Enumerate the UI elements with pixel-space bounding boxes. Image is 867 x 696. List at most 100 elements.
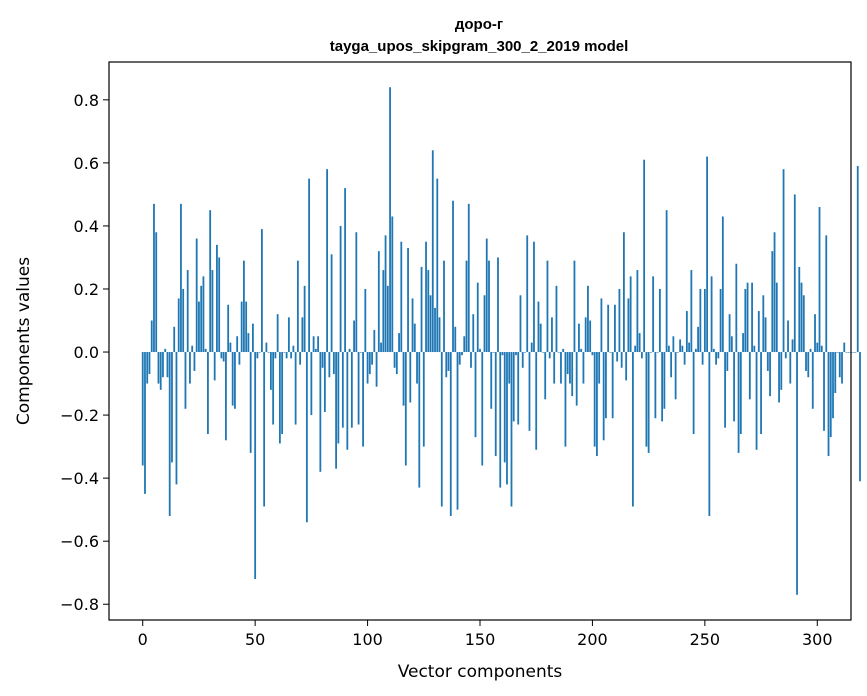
bar-91 — [346, 352, 349, 450]
bar-159 — [499, 352, 502, 488]
bar-247 — [697, 326, 699, 353]
y-tick-label: 0.8 — [74, 91, 99, 110]
bar-316 — [852, 352, 855, 353]
bar-282 — [775, 282, 778, 353]
bar-180 — [546, 260, 549, 353]
bar-114 — [398, 333, 400, 353]
bar-263 — [733, 352, 735, 422]
bar-314 — [847, 352, 850, 353]
bar-156 — [492, 352, 495, 353]
bar-27 — [202, 276, 205, 353]
bar-57 — [269, 352, 272, 390]
bar-103 — [373, 329, 376, 353]
bar-135 — [445, 352, 448, 378]
bar-312 — [843, 342, 846, 353]
x-tick-label: 200 — [577, 630, 608, 649]
bar-53 — [261, 229, 263, 353]
bar-293 — [800, 282, 803, 353]
bar-183 — [553, 352, 556, 384]
bar-273 — [755, 352, 758, 450]
bar-100 — [366, 352, 369, 384]
x-tick-label: 50 — [245, 630, 265, 649]
bar-69 — [296, 260, 299, 353]
bar-65 — [287, 317, 290, 353]
bar-125 — [422, 352, 425, 447]
bar-216 — [627, 298, 630, 353]
bar-300 — [816, 342, 819, 353]
bar-107 — [382, 270, 385, 353]
bar-244 — [690, 270, 693, 353]
bar-88 — [339, 225, 342, 353]
bar-120 — [411, 298, 414, 353]
y-tick-label: −0.2 — [60, 406, 99, 425]
x-axis-label: Vector components — [398, 662, 563, 682]
bar-26 — [200, 285, 203, 353]
bar-102 — [371, 352, 373, 365]
bar-213 — [620, 352, 623, 368]
bar-210 — [614, 304, 616, 353]
bar-202 — [596, 352, 598, 457]
bar-121 — [413, 323, 416, 353]
x-axis-ticks: 0 50 100 150 200 250 300 — [138, 620, 833, 649]
bar-207 — [607, 304, 610, 353]
bar-218 — [632, 352, 634, 507]
bar-16 — [177, 298, 180, 353]
bar-95 — [355, 232, 358, 353]
bar-166 — [515, 352, 517, 356]
bar-63 — [283, 352, 286, 353]
bar-248 — [699, 288, 702, 353]
bar-84 — [330, 254, 333, 353]
bar-137 — [449, 352, 452, 516]
bar-294 — [802, 295, 805, 353]
bar-222 — [640, 352, 643, 359]
bar-269 — [746, 282, 749, 353]
bar-241 — [683, 352, 686, 365]
bar-178 — [542, 352, 544, 353]
bar-29 — [207, 352, 209, 434]
bar-154 — [488, 260, 490, 353]
bar-116 — [402, 352, 405, 406]
x-tick-label: 250 — [690, 630, 721, 649]
bar-297 — [809, 348, 812, 353]
bar-64 — [285, 352, 288, 359]
bar-23 — [193, 352, 196, 371]
bar-50 — [254, 352, 257, 580]
bar-43 — [238, 352, 241, 365]
bar-239 — [679, 339, 682, 353]
bar-234 — [667, 345, 670, 353]
bar-11 — [166, 352, 169, 378]
bar-145 — [467, 203, 470, 353]
bar-301 — [818, 207, 821, 353]
bar-292 — [798, 266, 801, 353]
bar-39 — [229, 342, 232, 353]
bar-299 — [814, 314, 816, 353]
bar-224 — [645, 352, 648, 447]
bar-56 — [267, 352, 270, 353]
bar-302 — [820, 345, 823, 353]
bar-275 — [760, 352, 762, 434]
y-tick-label: 0.4 — [74, 217, 99, 236]
bar-284 — [780, 352, 783, 390]
bar-62 — [281, 352, 284, 434]
bar-20 — [186, 270, 189, 353]
bar-109 — [386, 285, 389, 353]
bar-117 — [404, 352, 407, 466]
bar-177 — [539, 323, 542, 353]
bar-280 — [771, 251, 774, 353]
bar-17 — [180, 203, 182, 353]
bar-30 — [209, 210, 212, 353]
bar-313 — [845, 352, 848, 353]
bar-96 — [357, 352, 360, 425]
x-tick-label: 100 — [352, 630, 383, 649]
bar-288 — [789, 352, 792, 384]
bar-41 — [234, 352, 236, 409]
bar-133 — [440, 352, 443, 507]
bar-94 — [353, 320, 355, 353]
bar-105 — [377, 251, 380, 353]
bar-305 — [827, 352, 830, 457]
bar-172 — [528, 352, 531, 431]
bar-191 — [571, 352, 574, 397]
bar-281 — [773, 232, 776, 353]
bar-319 — [859, 352, 861, 482]
